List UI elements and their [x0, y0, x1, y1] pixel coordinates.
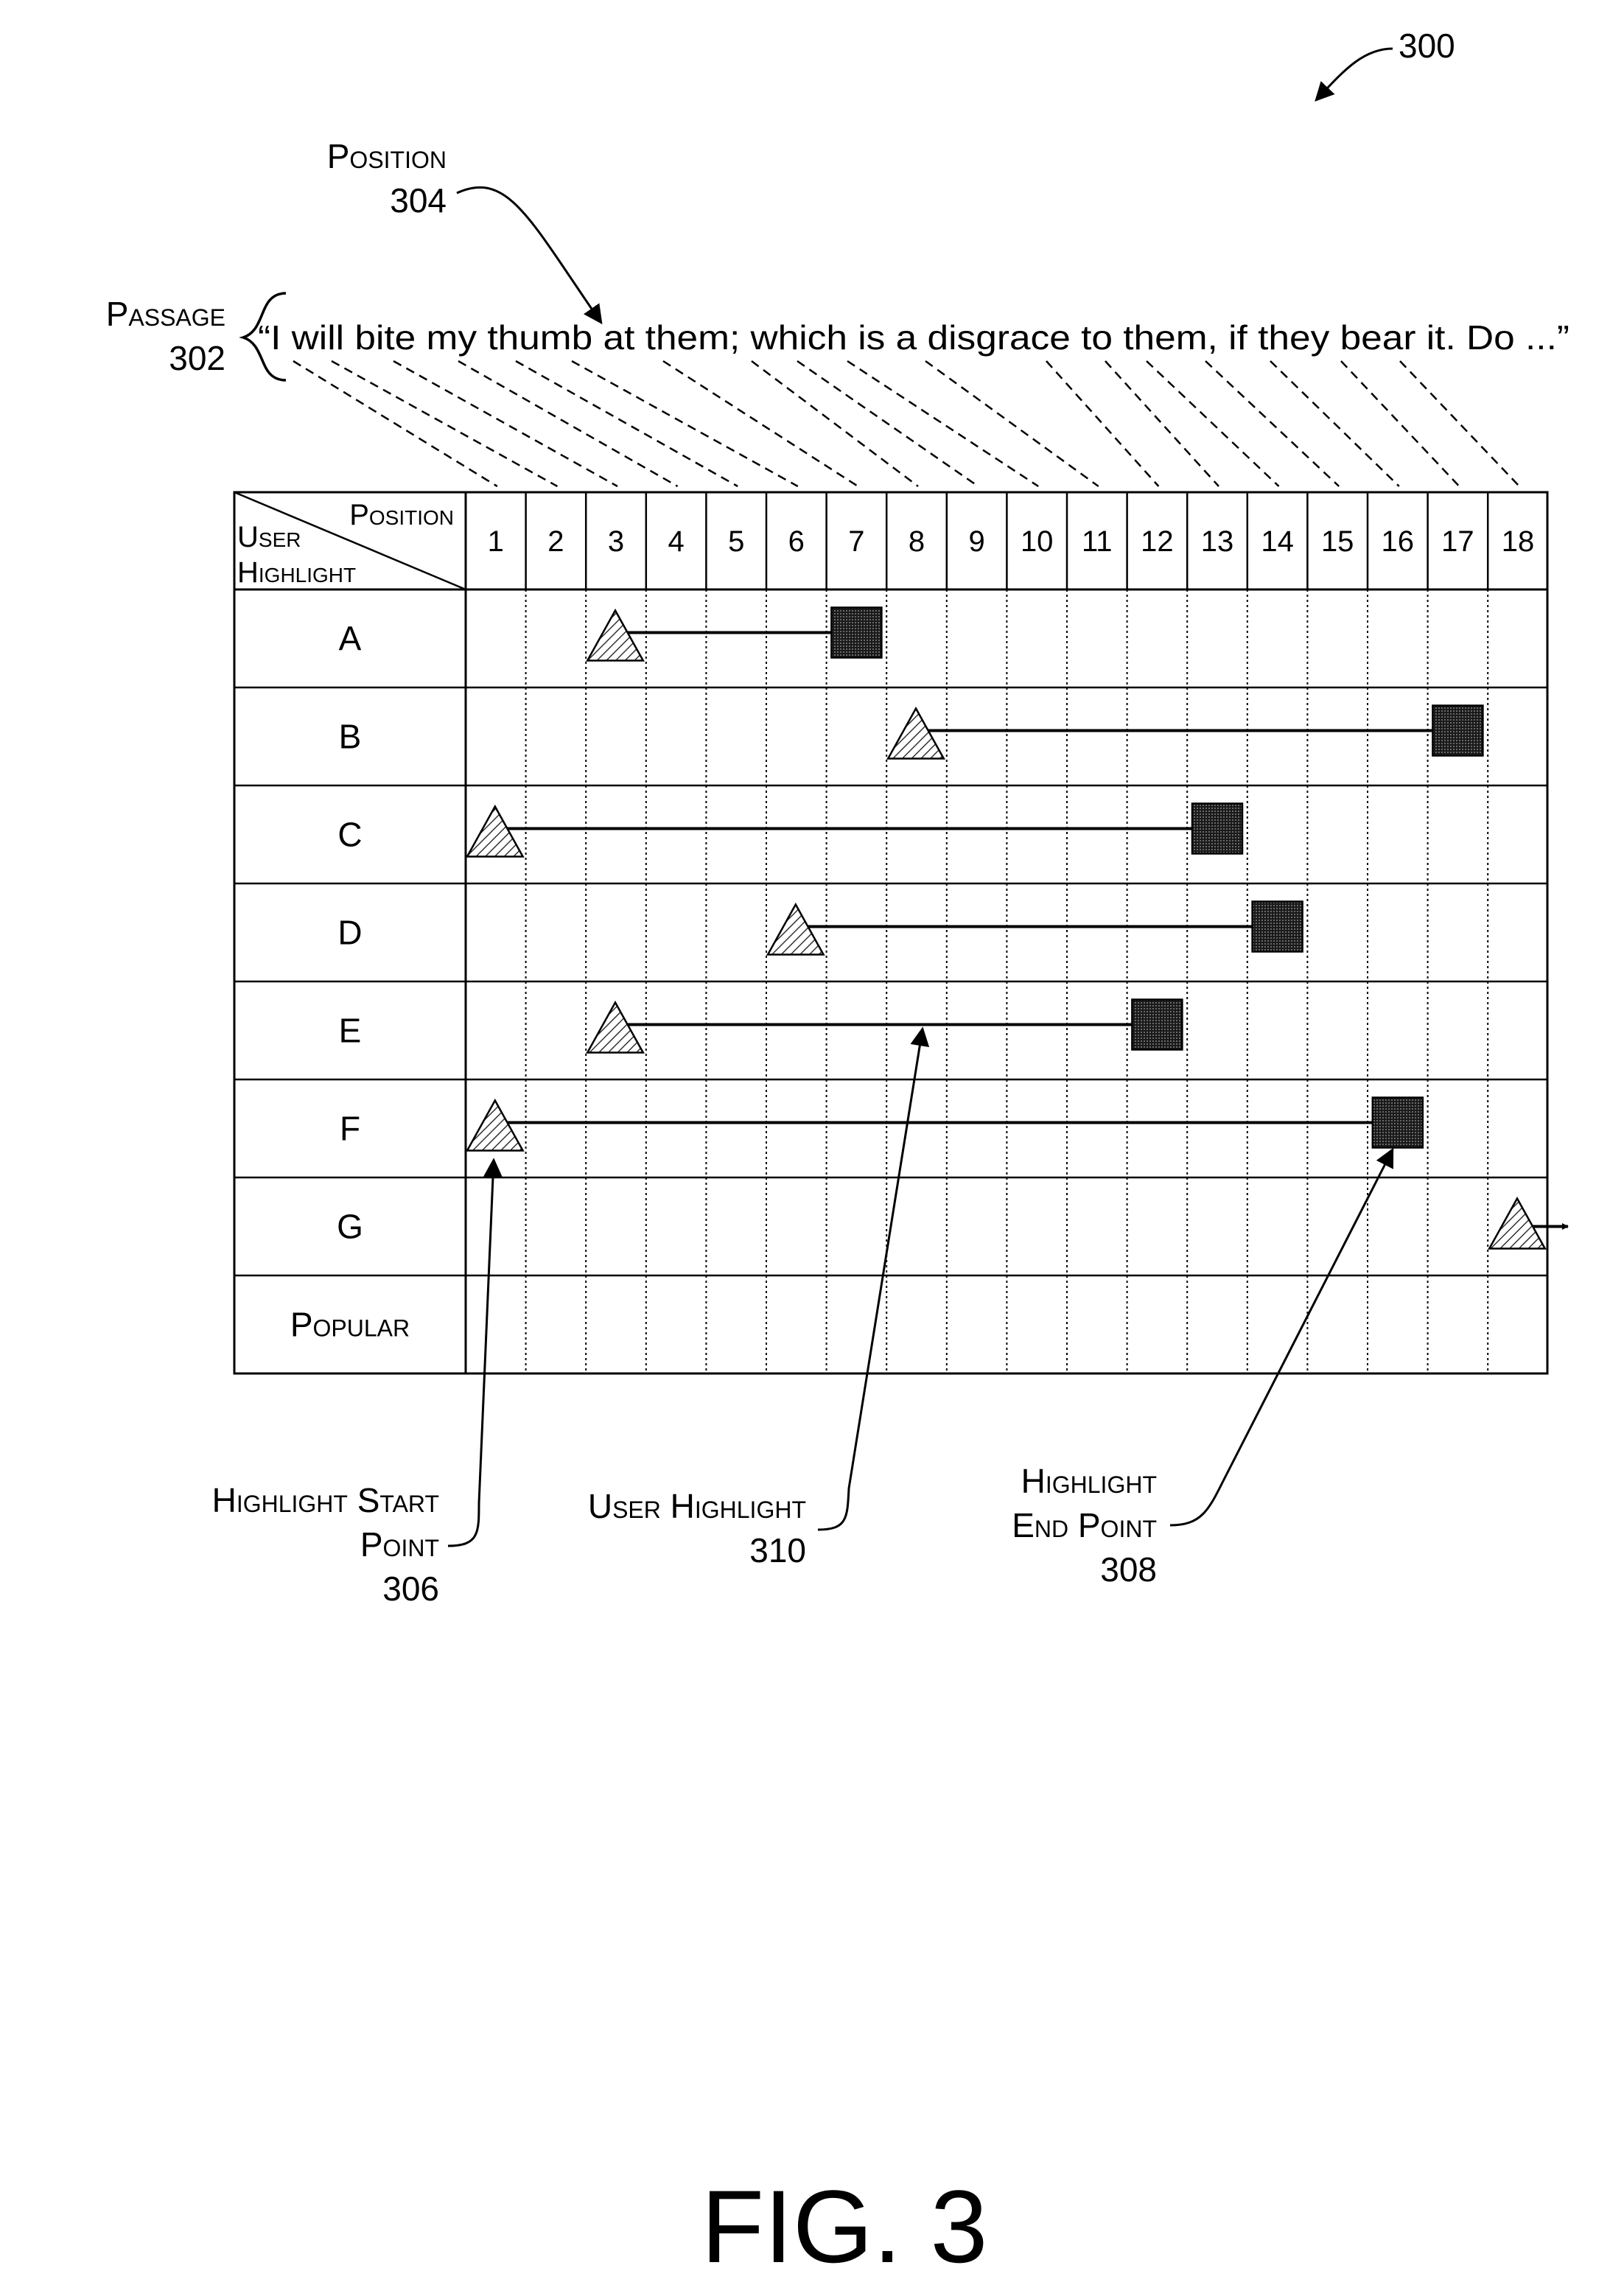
header-highlight-label: Highlight	[237, 556, 356, 589]
end-point-label-line2: End Point	[1012, 1506, 1157, 1544]
mapping-line	[1105, 361, 1219, 486]
figure-ref-leader	[1316, 49, 1393, 100]
position-number: 1	[488, 525, 504, 558]
passage-label: Passage	[106, 295, 225, 333]
row-label: D	[337, 914, 362, 952]
highlight-end-square	[1192, 804, 1242, 854]
highlight-end-square	[1253, 902, 1303, 952]
mapping-line	[847, 361, 1038, 486]
position-number: 2	[547, 525, 564, 558]
position-number: 9	[968, 525, 984, 558]
user-highlight-ref-number: 310	[749, 1531, 806, 1569]
mapping-line	[516, 361, 738, 486]
row-label: F	[340, 1110, 360, 1148]
position-ref-number: 304	[390, 181, 447, 220]
mapping-line	[1270, 361, 1399, 486]
row-label: C	[337, 816, 362, 854]
highlight-start-triangle	[768, 905, 824, 955]
end-point-label-line1: Highlight	[1021, 1462, 1157, 1500]
passage-text: “I will bite my thumb at them; which is …	[258, 318, 1569, 357]
position-number: 16	[1382, 525, 1415, 558]
start-point-ref-number: 306	[382, 1569, 439, 1608]
end-point-ref-number: 308	[1100, 1550, 1157, 1589]
highlight-end-square	[831, 608, 881, 658]
mapping-line	[1341, 361, 1459, 486]
position-number: 4	[668, 525, 684, 558]
position-number: 13	[1201, 525, 1234, 558]
mapping-line	[572, 361, 798, 486]
row-label: G	[337, 1208, 363, 1246]
position-leader	[457, 187, 601, 323]
mapping-line	[1205, 361, 1339, 486]
mapping-line	[1400, 361, 1519, 486]
row-label: A	[339, 620, 362, 658]
user-highlight-label: User Highlight	[588, 1487, 806, 1525]
start-point-leader	[448, 1160, 494, 1546]
row-label: B	[339, 718, 362, 756]
table-border	[234, 492, 1547, 1373]
mapping-line	[458, 361, 678, 486]
highlight-marks	[467, 608, 1568, 1249]
row-label: Popular	[290, 1306, 410, 1344]
highlight-end-square	[1132, 1000, 1182, 1050]
mapping-line	[393, 361, 617, 486]
mapping-line	[293, 361, 497, 486]
header-position-label: Position	[349, 499, 454, 531]
position-number: 18	[1502, 525, 1535, 558]
position-mapping-lines	[293, 361, 1519, 486]
passage-ref-number: 302	[169, 339, 225, 377]
position-numbers: 123456789101112131415161718	[488, 525, 1535, 558]
mapping-line	[663, 361, 858, 486]
figure-caption: FIG. 3	[701, 2169, 988, 2282]
row-label: E	[339, 1012, 362, 1050]
header-user-label: User	[237, 521, 301, 553]
position-number: 8	[909, 525, 925, 558]
position-number: 6	[788, 525, 805, 558]
position-number: 17	[1441, 525, 1474, 558]
position-number: 3	[608, 525, 624, 558]
highlight-table	[234, 492, 1547, 1373]
position-number: 11	[1082, 525, 1113, 558]
highlight-start-triangle	[888, 709, 944, 759]
highlight-end-square	[1432, 706, 1483, 756]
end-point-leader	[1170, 1149, 1393, 1525]
highlight-start-triangle	[587, 1003, 643, 1053]
user-highlight-leader	[818, 1029, 923, 1530]
mapping-line	[1147, 361, 1279, 486]
highlight-end-square	[1373, 1098, 1423, 1148]
start-point-label-line1: Highlight Start	[212, 1481, 439, 1519]
mapping-line	[1046, 361, 1158, 486]
highlight-start-triangle	[467, 807, 523, 857]
position-number: 10	[1021, 525, 1054, 558]
position-number: 5	[728, 525, 744, 558]
mapping-line	[752, 361, 918, 486]
position-number: 7	[848, 525, 864, 558]
highlight-start-triangle	[587, 611, 643, 661]
position-number: 15	[1321, 525, 1354, 558]
start-point-label-line2: Point	[360, 1525, 439, 1564]
highlight-start-triangle	[467, 1101, 523, 1151]
highlight-start-triangle	[1489, 1199, 1545, 1249]
position-number: 12	[1141, 525, 1174, 558]
position-number: 14	[1261, 525, 1294, 558]
mapping-line	[925, 361, 1099, 486]
mapping-line	[332, 361, 557, 486]
figure-ref-number: 300	[1399, 27, 1455, 65]
position-label: Position	[327, 137, 447, 175]
